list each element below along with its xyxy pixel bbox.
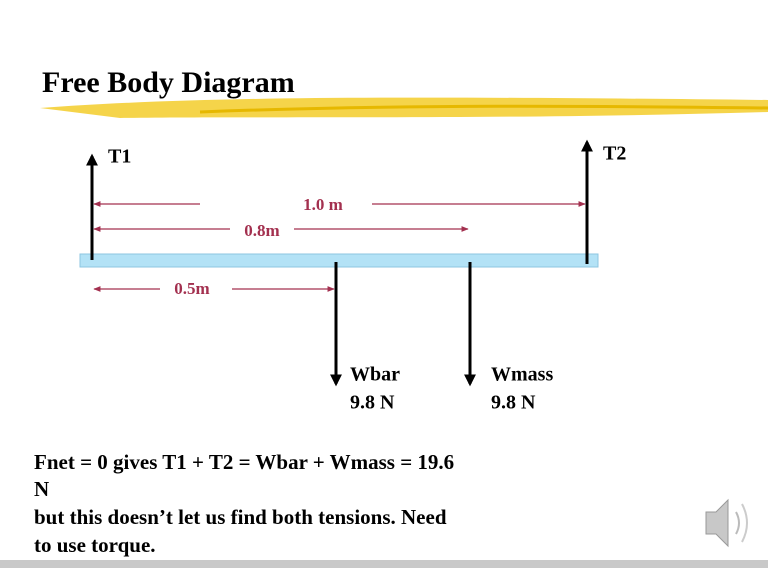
body-line: to use torque.: [34, 533, 156, 557]
dimensions: 1.0 m 0.8m 0.5m: [93, 195, 586, 298]
body-line: N: [34, 477, 49, 501]
t1-label: T1: [108, 146, 131, 168]
dim-label: 0.5m: [174, 279, 209, 298]
dim-label: 0.8m: [244, 221, 279, 240]
speaker-icon[interactable]: [705, 498, 748, 548]
title: Free Body Diagram: [42, 66, 295, 99]
dim-label: 1.0 m: [303, 195, 343, 214]
beam: [79, 253, 599, 268]
wbar-label: Wbar: [350, 364, 400, 386]
body-line: but this doesn’t let us find both tensio…: [34, 505, 447, 529]
t2-label: T2: [603, 143, 626, 165]
body-line: Fnet = 0 gives T1 + T2 = Wbar + Wmass = …: [34, 450, 454, 474]
wbar-value: 9.8 N: [350, 392, 395, 414]
highlight-stroke: [199, 104, 768, 114]
bottom-bar: [0, 560, 768, 568]
wmass-label: Wmass: [491, 364, 553, 386]
wmass-value: 9.8 N: [491, 392, 536, 414]
